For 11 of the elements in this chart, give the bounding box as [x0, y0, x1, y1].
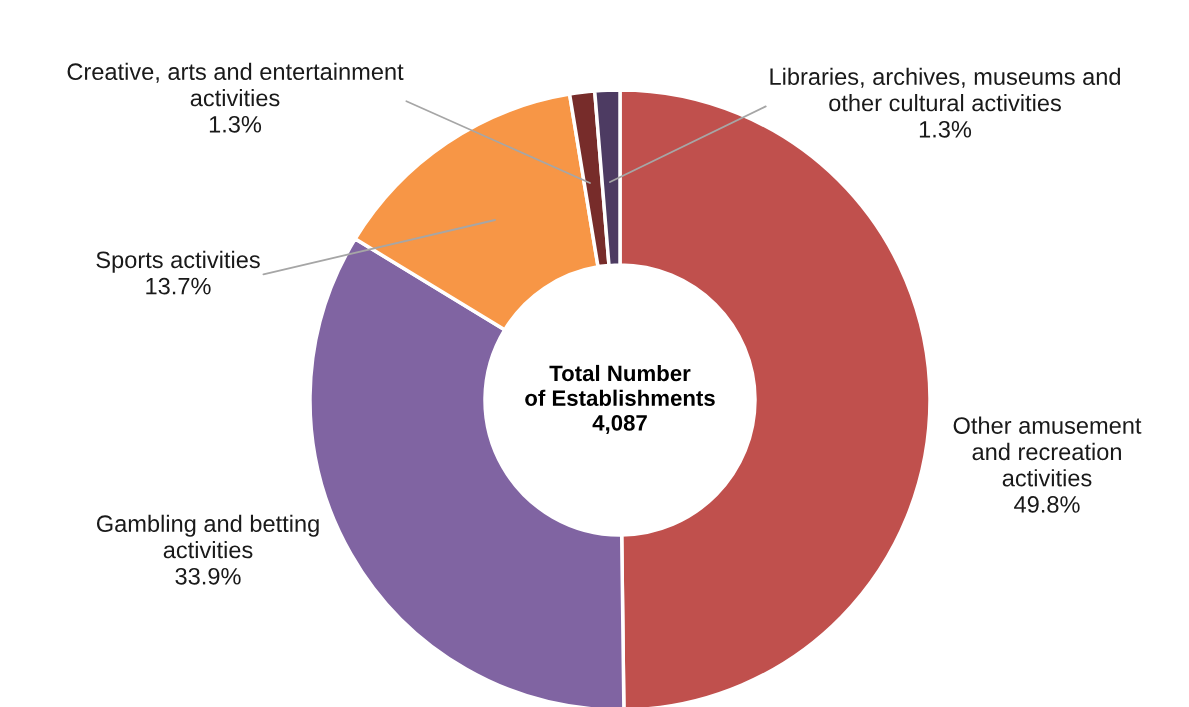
slice-label: Sports activities	[96, 250, 260, 273]
slice-label: Libraries, archives, museums and other cultural activities	[770, 67, 1120, 112]
data-label: 1.3%	[919, 120, 972, 138]
slice-label: Gambling and betting activities	[96, 514, 319, 559]
slice-label: Creative, arts and entertainment activities	[67, 62, 404, 107]
data-label: 49.8%	[1014, 496, 1080, 513]
data-label: 13.7%	[146, 277, 211, 295]
data-label: 33.9%	[175, 567, 241, 585]
data-label: 1.3%	[209, 115, 262, 133]
slice-label: Other amusement and recreation activities	[953, 416, 1142, 487]
text: Total Number of Establishments 4,087	[525, 364, 715, 434]
